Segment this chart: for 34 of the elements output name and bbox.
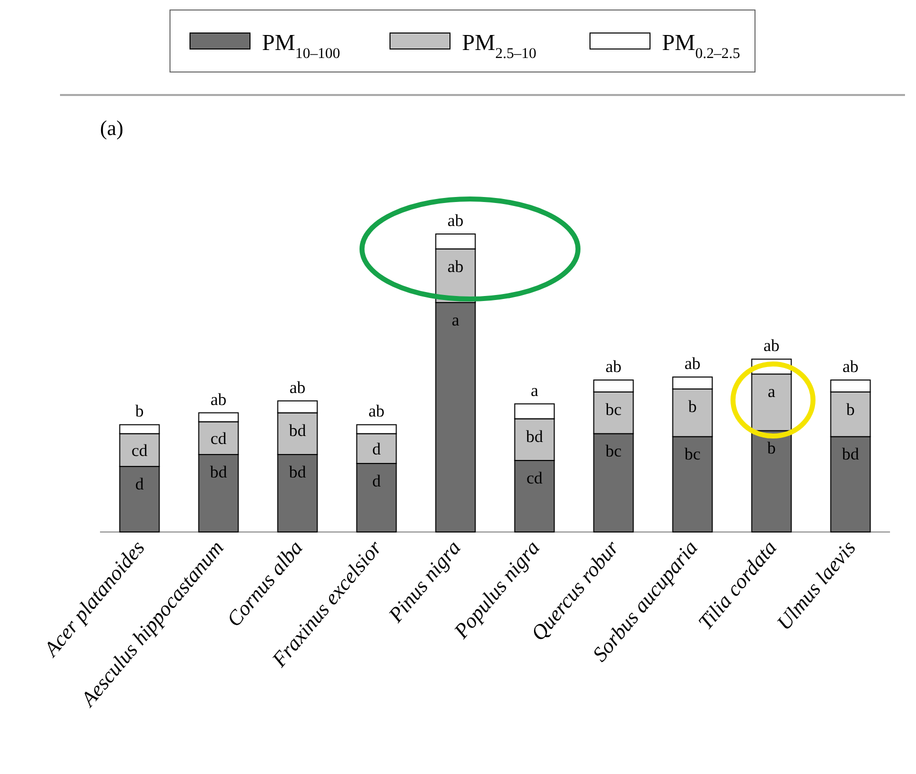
annotation: ab [447, 211, 464, 230]
annotation: d [135, 474, 144, 494]
legend-label: PM$_{2.5–10}$ [462, 30, 536, 62]
annotation: bd [289, 462, 306, 482]
legend-label: PM$_{0.2–2.5}$ [662, 30, 740, 62]
annotation: bc [605, 400, 622, 419]
annotation: b [767, 438, 776, 458]
annotation: cd [526, 468, 544, 488]
annotation: ab [368, 402, 385, 421]
annotation: ab [447, 256, 464, 276]
annotation: ab [763, 336, 780, 356]
annotation: d [372, 440, 382, 459]
annotation: bd [210, 462, 228, 482]
annotation: b [846, 400, 855, 419]
annotation: ab [289, 378, 306, 397]
annotation: bc [684, 444, 701, 464]
annotation: d [372, 471, 382, 490]
annotation: ab [684, 354, 701, 374]
annotation: cd [210, 429, 228, 448]
chart-title: (a) [100, 116, 124, 140]
annotation: ab [210, 390, 227, 409]
annotation: bd [842, 444, 860, 464]
annotation: a [452, 310, 460, 330]
annotation: a [530, 380, 539, 400]
annotation: bd [289, 420, 306, 440]
annotation: b [135, 402, 144, 421]
annotation: bc [605, 442, 622, 461]
legend-label: PM$_{10–100}$ [262, 30, 340, 62]
annotation: ab [605, 357, 622, 376]
annotation: a [768, 382, 776, 402]
annotation: b [688, 396, 697, 416]
annotation: bd [526, 426, 544, 446]
annotation: cd [131, 441, 148, 460]
annotation: ab [842, 357, 859, 376]
